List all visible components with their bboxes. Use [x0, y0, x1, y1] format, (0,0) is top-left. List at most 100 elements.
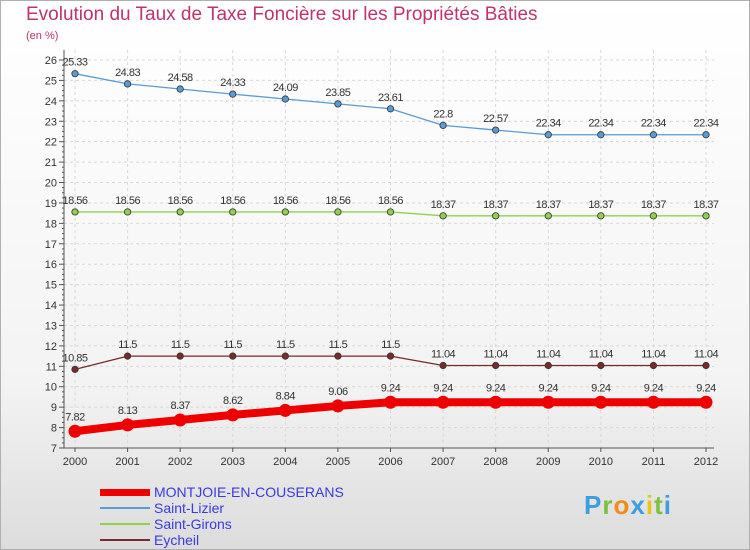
y-tick-label: 22 — [45, 137, 57, 149]
x-tick-label: 2009 — [536, 456, 560, 468]
x-tick-label: 2006 — [378, 456, 402, 468]
data-label: 11.04 — [536, 348, 561, 360]
chart-title: Evolution du Taux de Taxe Foncière sur l… — [26, 4, 538, 25]
y-tick-label: 25 — [45, 75, 57, 87]
data-point — [386, 105, 395, 113]
data-label: 18.37 — [588, 199, 613, 211]
data-label: 24.09 — [273, 82, 298, 94]
data-point — [229, 208, 237, 216]
y-tick-label: 17 — [45, 239, 57, 251]
x-tick-label: 2003 — [221, 456, 245, 468]
x-tick-label: 2012 — [694, 456, 718, 468]
data-point — [544, 212, 552, 220]
data-label: 23.61 — [378, 92, 403, 104]
x-tick-label: 2000 — [63, 456, 87, 468]
data-label: 11.04 — [431, 348, 456, 360]
data-point — [71, 70, 79, 78]
data-label: 9.24 — [644, 382, 664, 394]
data-label: 18.37 — [641, 199, 666, 211]
y-tick-label: 20 — [45, 178, 57, 190]
y-tick-label: 15 — [45, 280, 57, 292]
data-point — [123, 352, 132, 360]
legend-label-saint-girons: Saint-Girons — [154, 516, 232, 532]
logo-letter: r — [602, 490, 614, 520]
y-tick-label: 26 — [45, 55, 57, 67]
data-point — [71, 208, 79, 216]
data-label: 11.04 — [641, 348, 666, 360]
data-point — [649, 212, 658, 220]
legend-label-eycheil: Eycheil — [154, 532, 200, 548]
data-label: 8.84 — [276, 390, 296, 402]
y-tick-label: 19 — [45, 198, 57, 210]
data-label: 22.34 — [536, 118, 561, 130]
data-point — [384, 395, 397, 409]
legend-swatch-eycheil — [100, 539, 150, 541]
data-point — [334, 208, 342, 216]
data-label: 24.33 — [220, 77, 245, 89]
data-label: 23.85 — [325, 87, 350, 99]
data-label: 24.58 — [168, 72, 193, 84]
y-tick-label: 9 — [51, 402, 57, 414]
data-label: 9.24 — [486, 382, 506, 394]
data-label: 11.04 — [589, 348, 614, 360]
data-point — [226, 408, 240, 422]
data-point — [334, 100, 342, 108]
data-point — [597, 212, 605, 220]
x-tick-label: 2008 — [483, 456, 507, 468]
data-point — [439, 361, 447, 370]
data-point — [699, 395, 713, 409]
y-tick-label: 7 — [51, 443, 57, 455]
data-label: 9.24 — [591, 382, 611, 394]
data-point — [123, 208, 132, 216]
data-point — [439, 121, 447, 129]
data-label: 22.57 — [483, 113, 508, 125]
data-point — [597, 361, 605, 370]
data-label: 8.13 — [118, 405, 138, 417]
data-label: 18.56 — [168, 195, 193, 207]
data-point — [121, 418, 135, 432]
data-point — [229, 90, 237, 98]
data-point — [173, 413, 187, 427]
data-label: 18.37 — [431, 199, 456, 211]
y-tick-label: 13 — [45, 320, 57, 332]
proxiti-logo: Proxiti — [584, 490, 672, 521]
logo-letter: i — [663, 490, 672, 520]
logo-letter: x — [630, 490, 646, 520]
data-label: 11.5 — [223, 339, 242, 351]
x-tick-label: 2004 — [273, 456, 297, 468]
data-point — [436, 395, 450, 409]
data-label: 9.24 — [696, 382, 716, 394]
data-point — [281, 95, 289, 103]
legend-swatch-saint-girons — [100, 523, 150, 525]
x-tick-label: 2011 — [642, 456, 666, 468]
data-point — [702, 131, 710, 139]
data-label: 11.5 — [118, 339, 137, 351]
legend-swatch-saint-lizier — [100, 507, 150, 509]
data-point — [176, 208, 184, 216]
legend-label-saint-lizier: Saint-Lizier — [154, 500, 225, 516]
x-tick-label: 2010 — [589, 456, 613, 468]
data-label: 22.34 — [693, 118, 718, 130]
data-label: 8.37 — [170, 400, 190, 412]
x-tick-label: 2002 — [168, 456, 192, 468]
data-label: 22.8 — [433, 108, 453, 120]
data-point — [597, 131, 605, 139]
data-point — [544, 361, 552, 370]
data-label: 18.37 — [483, 199, 508, 211]
data-point — [489, 395, 503, 409]
data-label: 11.5 — [329, 339, 348, 351]
data-label: 10.85 — [62, 352, 87, 364]
data-label: 11.5 — [276, 339, 295, 351]
data-point — [278, 403, 292, 417]
logo-letter: P — [584, 490, 603, 520]
data-point — [386, 352, 395, 360]
data-point — [176, 352, 184, 360]
logo-letter: i — [645, 490, 655, 520]
data-label: 11.04 — [694, 348, 719, 360]
x-tick-label: 2001 — [115, 456, 139, 468]
data-label: 18.37 — [693, 199, 718, 211]
legend-label-montjoie: MONTJOIE-EN-COUSERANS — [154, 484, 344, 500]
data-label: 9.24 — [433, 382, 453, 394]
